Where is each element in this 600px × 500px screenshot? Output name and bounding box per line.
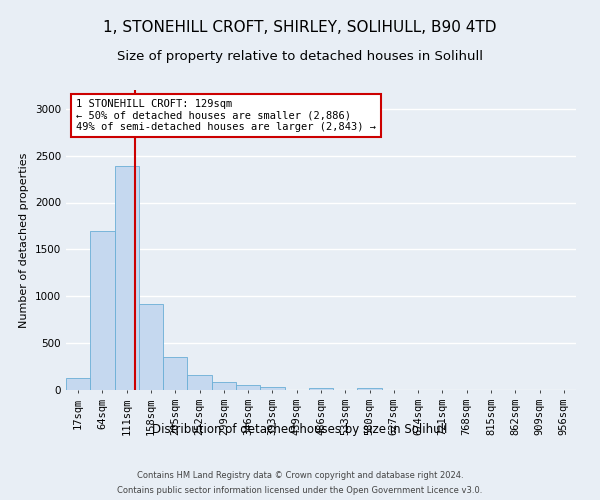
Bar xyxy=(90,230,115,390)
Text: Contains HM Land Registry data © Crown copyright and database right 2024.: Contains HM Land Registry data © Crown c… xyxy=(137,471,463,480)
Y-axis label: Number of detached properties: Number of detached properties xyxy=(19,152,29,328)
Bar xyxy=(187,376,212,390)
Bar xyxy=(236,386,260,390)
Text: 1, STONEHILL CROFT, SHIRLEY, SOLIHULL, B90 4TD: 1, STONEHILL CROFT, SHIRLEY, SOLIHULL, B… xyxy=(103,20,497,35)
Text: Distribution of detached houses by size in Solihull: Distribution of detached houses by size … xyxy=(152,422,448,436)
Bar xyxy=(358,388,382,390)
Bar xyxy=(309,388,333,390)
Bar xyxy=(163,357,187,390)
Bar xyxy=(115,166,139,390)
Bar xyxy=(212,382,236,390)
Bar xyxy=(260,386,284,390)
Bar xyxy=(66,378,90,390)
Text: Size of property relative to detached houses in Solihull: Size of property relative to detached ho… xyxy=(117,50,483,63)
Text: Contains public sector information licensed under the Open Government Licence v3: Contains public sector information licen… xyxy=(118,486,482,495)
Bar xyxy=(139,304,163,390)
Text: 1 STONEHILL CROFT: 129sqm
← 50% of detached houses are smaller (2,886)
49% of se: 1 STONEHILL CROFT: 129sqm ← 50% of detac… xyxy=(76,99,376,132)
